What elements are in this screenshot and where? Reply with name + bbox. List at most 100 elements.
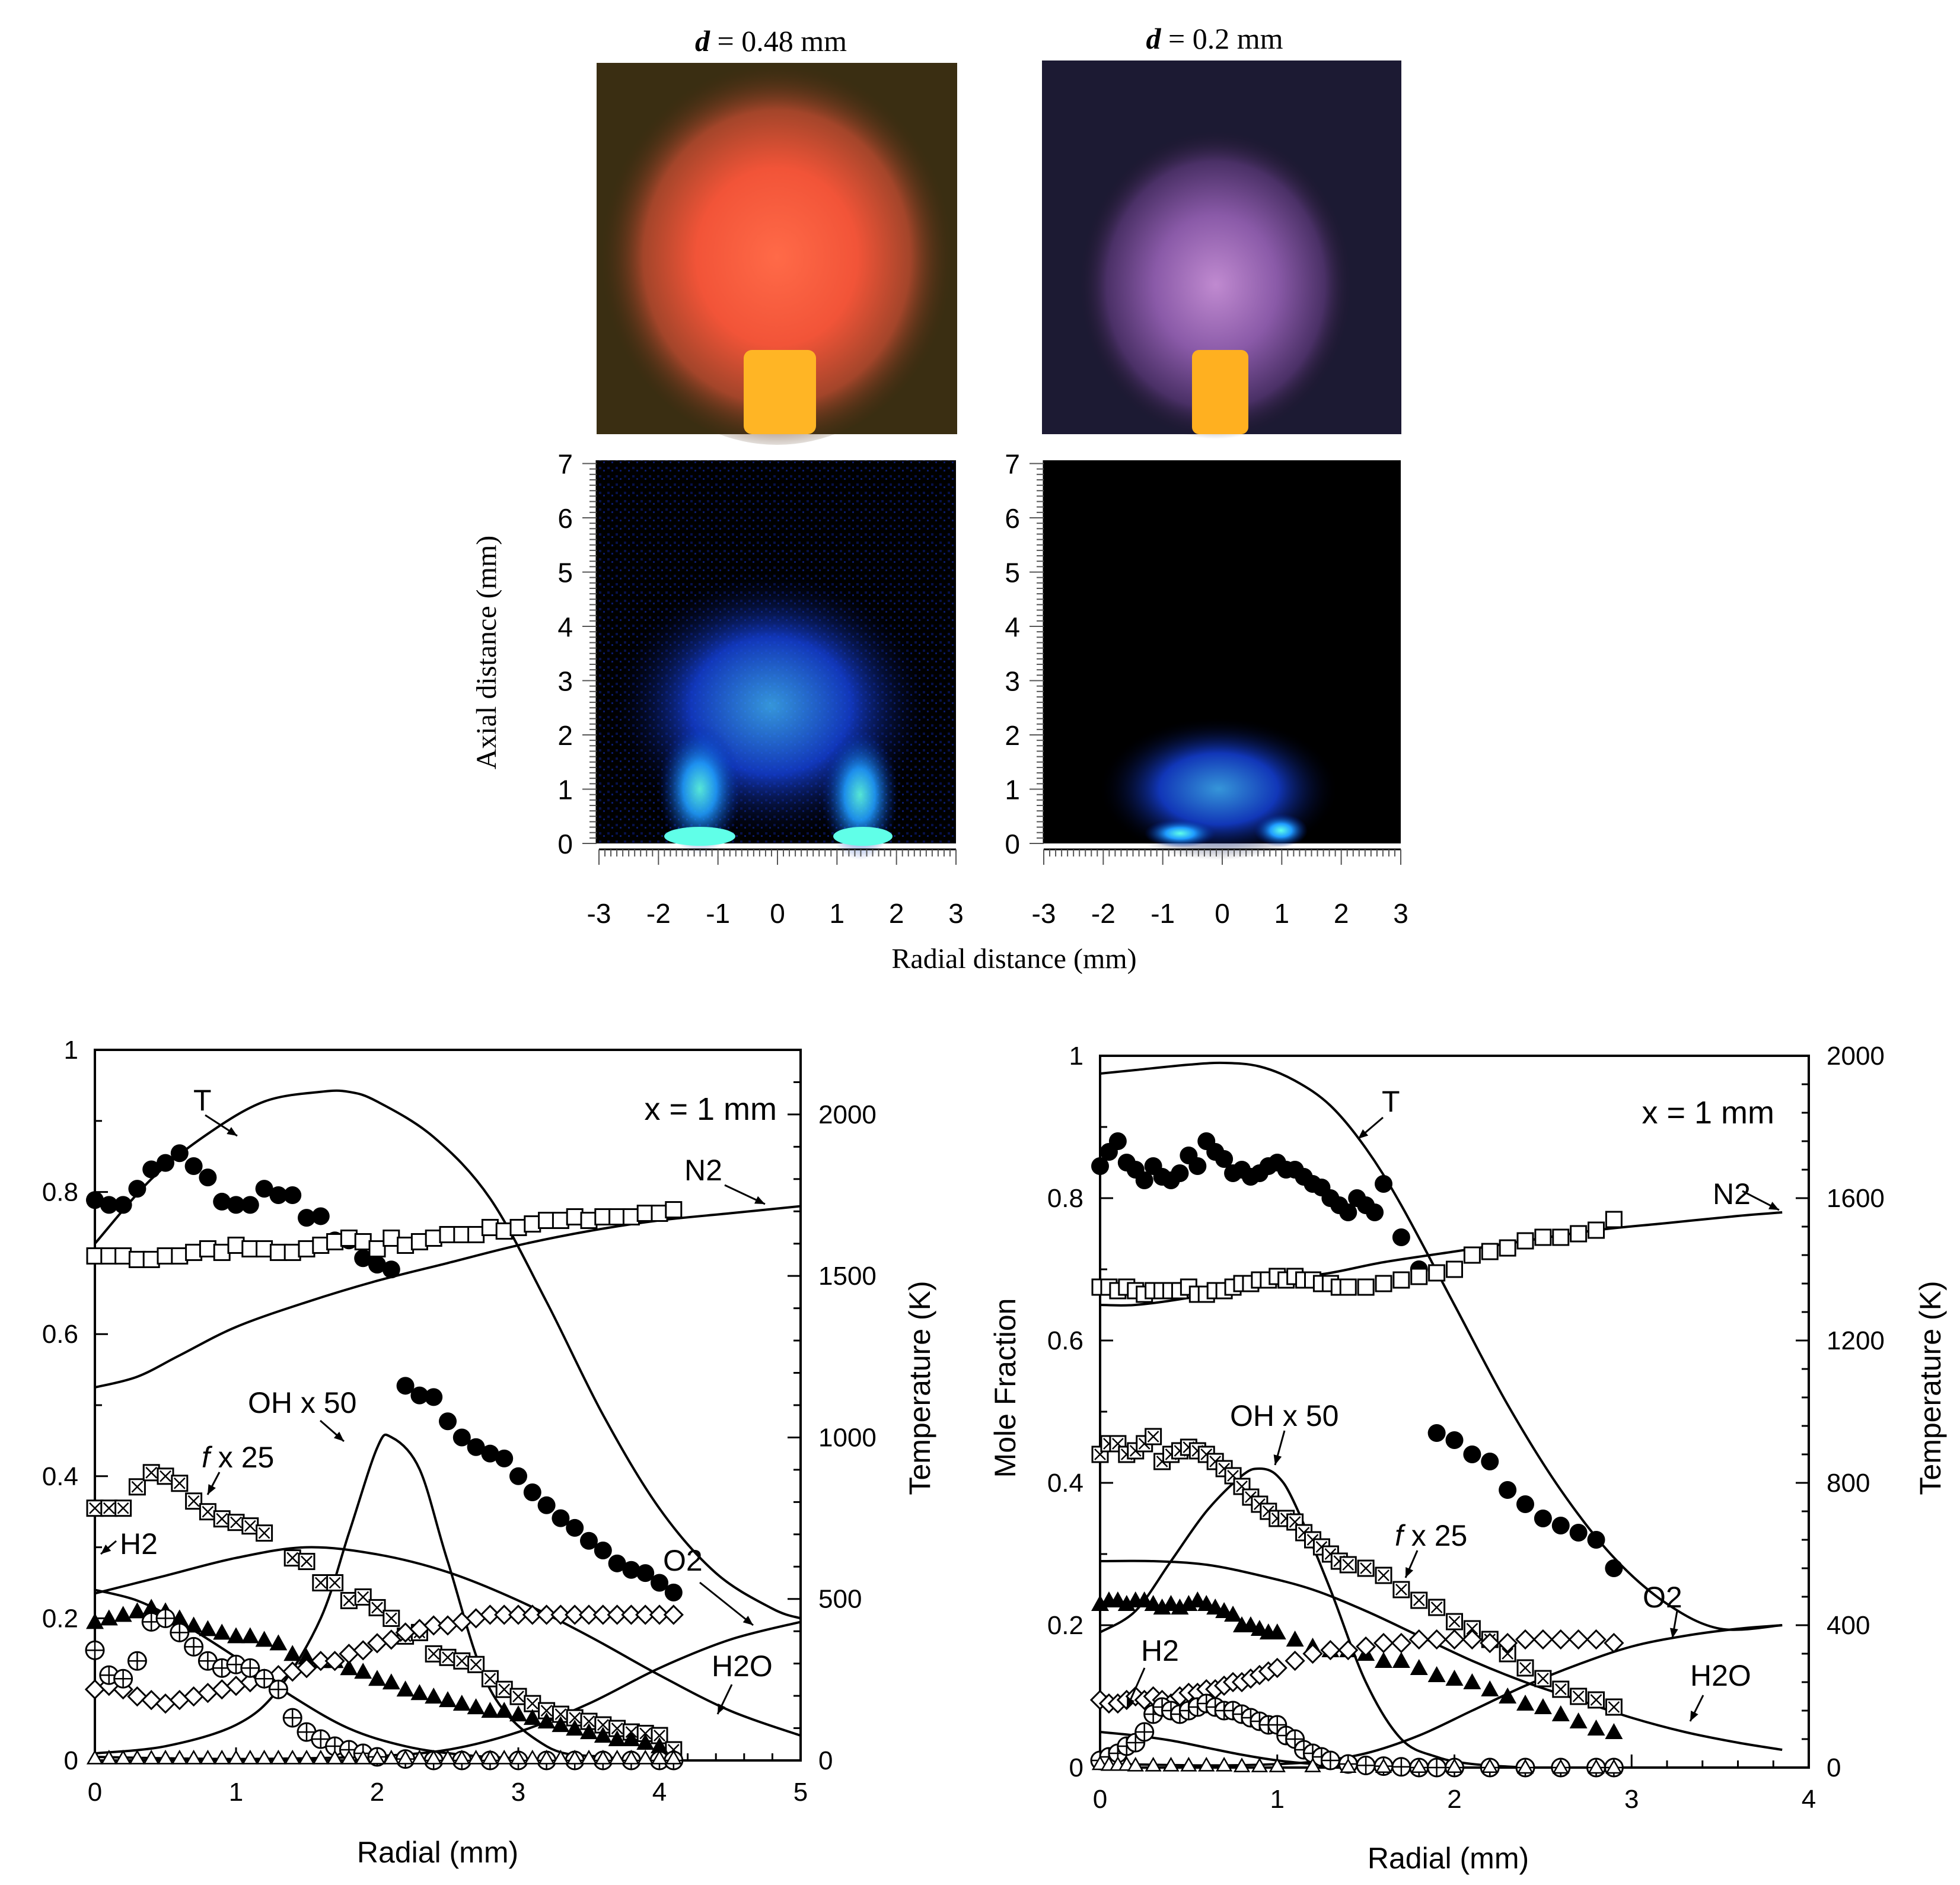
data-point <box>439 1749 457 1765</box>
data-point <box>1427 1424 1446 1442</box>
axial-tick-label: 2 <box>557 720 573 751</box>
data-point <box>283 1645 302 1661</box>
x-tick-label: 2 <box>1447 1785 1461 1814</box>
data-point <box>636 1205 654 1222</box>
annot-right-N2: N2 <box>1713 1177 1751 1211</box>
annotation-arrowhead <box>1768 1202 1779 1210</box>
data-point <box>495 1702 514 1718</box>
data-point <box>183 1686 204 1707</box>
axial-tick-label: 1 <box>1005 775 1020 805</box>
data-point <box>594 1749 611 1765</box>
data-point <box>270 1749 287 1765</box>
data-point <box>241 1517 259 1535</box>
data-point <box>368 1749 386 1765</box>
data-point <box>1108 1132 1127 1150</box>
data-point <box>227 1196 245 1214</box>
data-point <box>311 1207 330 1225</box>
data-point <box>1499 1481 1517 1499</box>
data-point <box>340 1229 358 1247</box>
data-point <box>199 1240 216 1257</box>
data-point <box>1445 1431 1464 1449</box>
annotation-arrowhead <box>742 1616 753 1625</box>
data-point <box>425 1645 442 1663</box>
data-point <box>1463 1673 1481 1689</box>
data-point <box>1516 1759 1534 1774</box>
data-point <box>651 1749 668 1765</box>
data-point <box>114 1499 132 1517</box>
axial-tick-label: 4 <box>557 612 573 642</box>
data-point <box>1410 1268 1428 1285</box>
annotation-arrowhead <box>1273 1454 1282 1465</box>
data-point <box>227 1749 245 1765</box>
data-point <box>552 1509 570 1527</box>
annotation-arrowhead <box>1358 1129 1369 1139</box>
data-point <box>141 1690 162 1711</box>
data-point <box>1462 1629 1483 1650</box>
series-f-x-25 <box>86 1464 683 1759</box>
data-point <box>268 1679 288 1699</box>
chart-right-xlabel: Radial (mm) <box>1368 1842 1529 1875</box>
annotation-arrowhead <box>333 1431 344 1441</box>
data-point <box>566 1720 584 1736</box>
data-point <box>467 1698 485 1715</box>
data-point <box>128 1180 146 1198</box>
axial-tick-label: 6 <box>1005 503 1020 534</box>
data-point <box>227 1236 245 1254</box>
data-point <box>282 1708 302 1728</box>
data-point <box>565 1604 585 1625</box>
data-point <box>171 1475 189 1492</box>
data-point <box>481 1702 499 1718</box>
y2-tick-label: 800 <box>1827 1469 1870 1498</box>
data-point <box>1267 1657 1287 1679</box>
data-point <box>381 1629 401 1650</box>
data-point <box>439 1225 457 1243</box>
data-point <box>143 1749 160 1765</box>
data-point <box>241 1196 259 1214</box>
data-point <box>1605 1698 1623 1716</box>
axial-tick-label: 2 <box>1005 720 1020 751</box>
annotation-arrowhead <box>1406 1567 1414 1578</box>
data-point <box>580 1212 598 1230</box>
y2-tick-label: 500 <box>818 1585 862 1614</box>
data-point <box>240 1658 260 1678</box>
data-point <box>524 1215 541 1233</box>
chart-left-y2label: Temperature (K) <box>903 1281 936 1495</box>
data-point <box>86 1613 104 1629</box>
annotation-arrowhead <box>1669 1628 1678 1638</box>
data-point <box>636 1564 655 1582</box>
data-point <box>296 1658 317 1679</box>
data-point <box>537 1496 556 1514</box>
radial-tick-label: -3 <box>1032 898 1056 929</box>
data-point <box>439 1691 457 1708</box>
data-point <box>1375 1758 1392 1773</box>
data-point <box>185 1243 203 1261</box>
data-point <box>326 1749 343 1765</box>
data-point <box>128 1602 146 1619</box>
axial-tick-label: 7 <box>1005 449 1020 480</box>
data-point <box>1481 1243 1499 1260</box>
data-point <box>127 1651 147 1671</box>
annotation-arrowhead <box>101 1544 111 1554</box>
data-point <box>241 1749 259 1765</box>
data-point <box>213 1623 231 1640</box>
data-point <box>566 1518 584 1537</box>
data-point <box>1145 1428 1162 1445</box>
data-point <box>354 1588 372 1606</box>
data-point <box>1373 1632 1394 1654</box>
data-point <box>411 1749 428 1765</box>
data-point <box>100 1196 118 1214</box>
y-tick-label: 0.6 <box>1047 1326 1083 1355</box>
chart-left-title: x = 1 mm <box>644 1091 777 1127</box>
y-tick-label: 0 <box>1069 1753 1083 1782</box>
data-point <box>199 1620 217 1636</box>
data-point <box>1481 1453 1499 1470</box>
data-point <box>1516 1495 1534 1513</box>
data-point <box>566 1749 584 1765</box>
data-point <box>637 1749 654 1765</box>
data-point <box>185 1492 203 1510</box>
data-point <box>1224 1606 1242 1622</box>
data-point <box>1463 1445 1481 1463</box>
data-point <box>383 1229 400 1247</box>
model-line-f-x-25 <box>1099 1559 1783 1751</box>
data-point <box>85 1640 105 1660</box>
